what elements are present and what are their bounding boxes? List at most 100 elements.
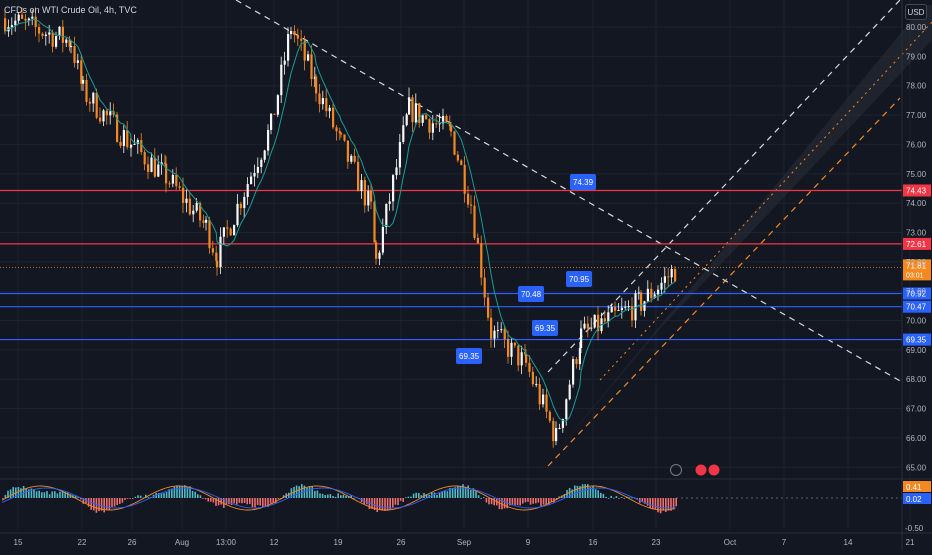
x-axis-tick-label: 19 xyxy=(334,538,343,547)
oscillator-bar xyxy=(592,486,594,498)
y-axis-tick-label: 73.00 xyxy=(906,228,927,237)
y-axis-tick-label: 80.00 xyxy=(906,23,927,32)
candle-body xyxy=(119,141,122,146)
candle-body xyxy=(627,306,630,308)
candle-body xyxy=(325,98,328,112)
level-price-tag xyxy=(903,333,931,346)
candle-body xyxy=(545,394,548,412)
oscillator-bar xyxy=(423,492,425,498)
x-axis-tick-label: 9 xyxy=(526,538,531,547)
oscillator-bar xyxy=(675,498,677,507)
oscillator-bar xyxy=(25,488,27,498)
candle-body xyxy=(34,16,37,28)
y-axis-tick-label: 70.00 xyxy=(906,317,927,326)
candle-body xyxy=(76,60,79,63)
candle-body xyxy=(65,39,68,43)
candle-body xyxy=(160,162,163,165)
x-axis-tick-label: 15 xyxy=(14,538,23,547)
oscillator-bar xyxy=(116,498,118,506)
candle-body xyxy=(555,428,558,442)
oscillator-bar xyxy=(633,497,636,499)
oscillator-bar xyxy=(295,485,298,498)
candle-body xyxy=(360,180,363,192)
candle-body xyxy=(226,227,229,229)
y-axis-tick-label: 66.00 xyxy=(906,434,927,443)
oscillator-bar xyxy=(628,497,631,499)
y-axis-tick-label: 77.00 xyxy=(906,111,927,120)
oscillator-bar xyxy=(615,496,618,498)
candle-body xyxy=(490,317,493,339)
candle-body xyxy=(164,162,167,164)
oscillator-bar xyxy=(607,497,610,499)
oscillator-bar xyxy=(345,496,347,498)
candle-body xyxy=(195,203,198,211)
oscillator-bar xyxy=(46,491,48,498)
candle-body xyxy=(531,371,534,385)
us-event-flag-icon xyxy=(708,464,720,476)
oscillator-bar xyxy=(316,490,319,498)
oscillator-bar xyxy=(509,498,511,506)
symbol-title: CFDs on WTI Crude Oil, 4h, TVC xyxy=(4,5,137,15)
level-price-tag xyxy=(903,237,931,250)
oscillator-bar xyxy=(524,498,527,503)
oscillator-bar xyxy=(202,498,204,499)
oscillator-bar xyxy=(613,497,615,499)
candle-body xyxy=(350,155,353,162)
y-axis-tick-label: 67.00 xyxy=(906,405,927,414)
candle-body xyxy=(620,307,623,310)
oscillator-pane xyxy=(0,478,932,514)
oscillator-bar xyxy=(228,498,230,505)
candle-body xyxy=(503,329,506,340)
oscillator-bar xyxy=(470,489,472,498)
candle-body xyxy=(202,220,205,223)
oscillator-bar xyxy=(35,491,38,498)
level-price-label: 74.43 xyxy=(906,186,927,195)
oscillator-bar xyxy=(256,498,259,506)
oscillator-bar xyxy=(233,498,235,504)
candle-body xyxy=(293,31,296,36)
y-axis-tick-label: 79.00 xyxy=(906,52,927,61)
candle-body xyxy=(476,237,479,244)
oscillator-bar xyxy=(516,498,519,506)
oscillator-bar xyxy=(59,491,61,498)
oscillator-bar xyxy=(402,498,404,502)
candle-body xyxy=(517,345,520,366)
candle-body xyxy=(535,384,538,386)
candle-body xyxy=(175,174,178,187)
us-event-flag-icon xyxy=(695,464,707,476)
oscillator-bar xyxy=(618,498,620,499)
candle-body xyxy=(99,117,102,122)
level-price-label: 70.92 xyxy=(906,289,927,298)
candle-body xyxy=(674,269,677,282)
oscillator-bar xyxy=(646,498,649,506)
oscillator-bar xyxy=(654,498,657,510)
candle-body xyxy=(276,95,279,115)
oscillator-signal-line xyxy=(1,485,676,511)
candle-body xyxy=(229,228,232,236)
currency-button[interactable]: USD xyxy=(905,4,927,20)
oscillator-bar xyxy=(563,494,566,498)
horizontal-levels xyxy=(0,184,931,346)
candle-body xyxy=(140,140,143,153)
candle-body xyxy=(102,110,105,122)
oscillator-bar xyxy=(275,498,277,504)
oscillator-bar xyxy=(269,498,272,504)
oscillator-bar xyxy=(147,497,150,498)
oscillator-bar xyxy=(74,496,77,498)
oscillator-bar xyxy=(353,497,355,499)
level-price-tag xyxy=(903,287,931,300)
candle-body xyxy=(418,103,421,123)
oscillator-bar xyxy=(623,498,625,499)
oscillator-bar xyxy=(665,498,667,512)
level-price-tag xyxy=(903,184,931,197)
oscillator-macd-line xyxy=(1,487,676,509)
oscillator-bar xyxy=(111,498,113,508)
candle-body xyxy=(14,20,17,26)
oscillator-bar xyxy=(28,489,30,498)
candle-body xyxy=(48,32,51,35)
oscillator-bar xyxy=(22,485,25,498)
oscillator-bar xyxy=(444,490,446,498)
candle-body xyxy=(85,79,88,102)
